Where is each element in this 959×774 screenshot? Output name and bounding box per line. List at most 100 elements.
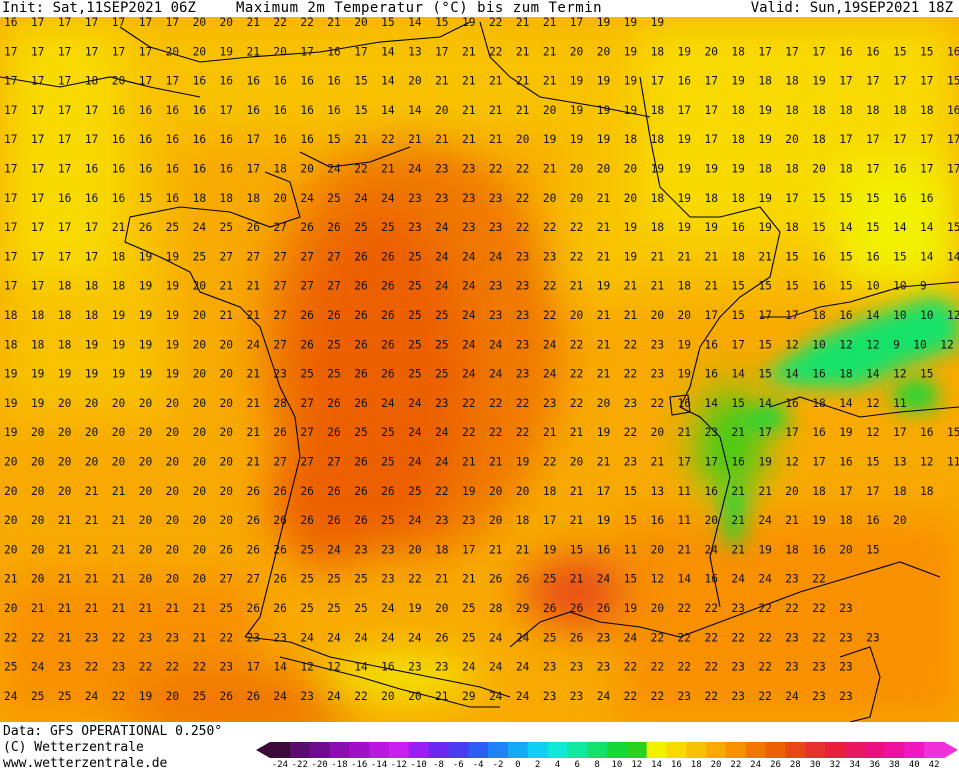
grid-row-23: 25 24 23 22 23 22 22 22 23 17 14 12 12 1… [4,661,853,674]
colorbar-swatch [388,742,410,758]
grid-row-14: 19 19 20 20 20 20 20 20 20 21 28 27 26 2… [4,397,907,410]
map-canvas: 16 17 17 17 17 17 17 20 20 21 22 22 21 2… [0,17,959,722]
grid-row-12: 18 18 18 19 19 19 19 20 20 24 27 26 25 2… [4,338,954,351]
colorbar-tick-label: -20 [311,760,328,770]
colorbar-tick-label: 28 [789,760,801,770]
temperature-field [0,17,959,722]
grid-row-4: 17 17 17 17 16 16 16 16 17 16 16 16 16 1… [4,104,959,117]
grid-row-11: 18 18 18 18 19 19 19 20 21 21 27 26 26 2… [4,309,959,322]
grid-row-18: 20 20 21 21 21 20 20 20 20 26 26 26 26 2… [4,514,907,527]
colorbar-swatch [706,742,727,758]
colorbar-swatch [805,742,826,758]
color-scale-ticks: -24 -22 -20 -18 -16 -14 -12 -10 -8 -6 -4 -2 0 2 4 6 8 10 1… [256,759,958,773]
colorbar-swatch [270,742,291,758]
colorbar-swatch [289,742,311,758]
colorbar-swatch [369,742,390,758]
colorbar-swatch [725,742,747,758]
temperature-grid-values: 16 17 17 17 17 17 17 20 20 21 22 22 21 2… [4,17,959,703]
copyright-label: (C) Wetterzentrale [3,740,144,755]
colorbar-tick-label: 16 [670,760,682,770]
grid-row-15: 19 20 20 20 20 20 20 20 20 21 26 27 26 2… [4,426,959,439]
colorbar-tick-label: -18 [331,760,348,770]
colorbar-right-arrow [944,742,958,758]
colorbar-swatch [884,742,905,758]
colorbar-swatch [547,742,568,758]
colorbar-swatch [488,742,509,758]
colorbar-tick-label: 36 [869,760,881,770]
grid-row-13: 19 19 19 19 19 19 19 20 20 21 23 25 25 2… [4,368,934,381]
grid-row-21: 20 21 21 21 21 21 21 21 25 26 26 25 25 2… [4,602,853,615]
colorbar-tick-label: 30 [809,760,821,770]
map-header: Init: Sat,11SEP2021 06Z Maximum 2m Tempe… [0,0,959,18]
valid-time-label: Valid: Sun,19SEP2021 18Z [750,0,953,16]
colorbar-swatch [626,742,648,758]
colorbar-tick-label: -8 [433,760,444,770]
colorbar-tick-label: -22 [291,760,308,770]
grid-row-24: 24 25 25 24 22 19 20 25 26 26 24 23 24 2… [4,690,853,703]
colorbar-swatch [408,742,430,758]
color-scale-bar [256,742,958,758]
grid-row-10: 17 17 18 18 18 19 19 20 21 21 27 27 27 2… [4,280,927,293]
grid-row-17: 20 20 20 21 21 20 20 20 20 26 26 26 26 2… [4,485,934,498]
colorbar-swatch [567,742,588,758]
colorbar-tick-label: -24 [271,760,289,770]
grid-row-6: 17 17 17 16 16 16 16 16 16 17 18 20 24 2… [4,163,959,176]
alps-cold-field [725,297,959,547]
colorbar-swatch [765,742,786,758]
colorbar-tick-label: 14 [651,760,662,770]
colorbar-tick-label: 4 [554,760,561,770]
colorbar-tick-label: 38 [889,760,900,770]
colorbar-swatch [646,742,667,758]
colorbar-tick-label: -16 [351,760,368,770]
grid-row-3: 17 17 17 18 20 17 17 16 16 16 16 16 16 1… [4,75,959,88]
colorbar-tick-label: -14 [370,760,388,770]
colorbar-swatch [428,742,449,758]
colorbar-tick-label: 18 [690,760,702,770]
grid-row-9: 17 17 17 17 18 19 19 25 27 27 27 27 27 2… [4,250,959,263]
colorbar-tick-label: 26 [770,760,781,770]
colorbar-swatch [448,742,469,758]
colorbar-tick-label: 22 [730,760,742,770]
colorbar-swatch [309,742,330,758]
colorbar-swatch [527,742,549,758]
colorbar-swatch [468,742,489,758]
colorbar-swatch [745,742,767,758]
colorbar-tick-label: -12 [390,760,407,770]
colorbar-tick-label: 6 [574,760,580,770]
colorbar-swatch [825,742,846,758]
colorbar-swatch [864,742,886,758]
colorbar-tick-label: 32 [829,760,841,770]
website-url-label: www.wetterzentrale.de [3,756,168,771]
grid-row-8: 17 17 17 17 21 26 25 24 25 26 27 26 26 2… [4,221,959,234]
grid-row-19: 20 20 21 21 21 20 20 20 26 26 26 25 24 2… [4,543,880,556]
colorbar-swatch [329,742,350,758]
coastlines [0,21,959,722]
grid-row-1: 16 17 17 17 17 17 17 20 20 21 22 22 21 2… [4,17,664,29]
grid-row-16: 20 20 20 20 20 20 20 20 20 21 27 27 27 2… [4,456,959,469]
colorbar-tick-label: 0 [515,760,521,770]
temperature-map: 16 17 17 17 17 17 17 20 20 21 22 22 21 2… [0,17,959,722]
colorbar-swatch [587,742,608,758]
colorbar-tick-label: -2 [492,760,504,770]
colorbar-tick-label: 10 [611,760,623,770]
colorbar-tick-label: -6 [452,760,464,770]
colorbar-swatch [507,742,529,758]
colorbar-tick-label: 40 [908,760,920,770]
colorbar-tick-label: -10 [410,760,427,770]
colorbar-tick-label: 2 [534,760,541,770]
colorbar-swatch [686,742,707,758]
colorbar-tick-label: 8 [594,760,600,770]
colorbar-tick-label: 12 [631,760,643,770]
colorbar-tick-label: 42 [928,760,940,770]
init-time-label: Init: Sat,11SEP2021 06Z [2,0,196,16]
grid-row-7: 17 17 16 16 16 15 16 18 18 18 20 24 25 2… [4,192,934,205]
grid-row-22: 22 22 21 23 22 23 23 21 22 23 23 24 24 2… [4,631,880,644]
data-source-label: Data: GFS OPERATIONAL 0.250° [3,724,223,739]
colorbar-left-arrow [256,742,270,758]
colorbar-swatch [349,742,370,758]
colorbar-tick-label: 20 [710,760,722,770]
colorbar-tick-label: 24 [750,760,762,770]
colorbar-swatch [666,742,687,758]
colorbar-swatch [904,742,925,758]
colorbar-tick-label: -4 [472,760,484,770]
